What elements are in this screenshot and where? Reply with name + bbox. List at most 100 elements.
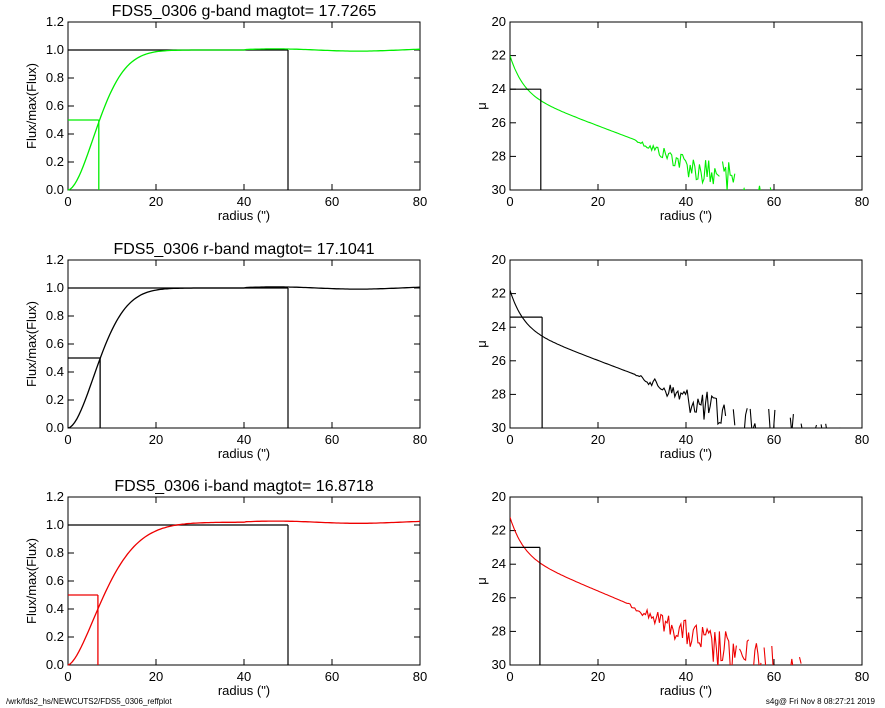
- y-axis-label: Flux/max(Flux): [24, 63, 39, 149]
- x-tick-label: 80: [855, 432, 869, 447]
- x-tick-label: 60: [325, 432, 339, 447]
- x-tick-label: 80: [855, 669, 869, 684]
- y-tick-label: 22: [492, 48, 506, 63]
- x-tick-label: 20: [149, 669, 163, 684]
- surface-brightness-line: [510, 290, 857, 433]
- x-tick-label: 80: [413, 669, 427, 684]
- x-tick-label: 20: [591, 194, 605, 209]
- y-axis-label: Flux/max(Flux): [24, 301, 39, 387]
- growth-curve-line: [67, 48, 421, 191]
- x-axis-label: radius ("): [660, 683, 712, 698]
- y-tick-label: 22: [492, 523, 506, 538]
- plot-frame: [509, 21, 863, 191]
- y-tick-label: 26: [492, 353, 506, 368]
- y-tick-label: 28: [492, 623, 506, 638]
- y-tick-label: 26: [492, 590, 506, 605]
- footer-file-path: /wrk/fds2_hs/NEWCUTS2/FDS5_0306_reffplot: [6, 697, 172, 706]
- x-tick-label: 40: [679, 432, 693, 447]
- x-tick-label: 20: [591, 432, 605, 447]
- x-tick-label: 40: [679, 669, 693, 684]
- x-axis-label: radius ("): [218, 683, 270, 698]
- y-tick-label: 24: [492, 556, 506, 571]
- y-tick-label: 20: [492, 489, 506, 504]
- x-tick-label: 40: [679, 194, 693, 209]
- y-tick-label: 0.8: [46, 308, 64, 323]
- x-tick-label: 80: [413, 432, 427, 447]
- y-tick-label: 0.4: [46, 126, 64, 141]
- panel-2-surface-brightness: 0 20 40 60 80 20 22 24 26 28 30 radius (") μ: [474, 14, 869, 223]
- y-tick-label: 30: [492, 182, 506, 197]
- y-tick-label: 1.2: [46, 252, 64, 267]
- plot-frame: [67, 21, 421, 191]
- panel-5-growth-curve: 0 20 40 60 80 0.0 0.2 0.4 0.6 0.8 1.0 1.2 radius (")…: [24, 478, 427, 698]
- x-tick-label: 20: [149, 194, 163, 209]
- y-tick-label: 0.0: [46, 182, 64, 197]
- x-tick-label: 0: [64, 669, 71, 684]
- x-tick-label: 0: [506, 194, 513, 209]
- x-tick-label: 0: [64, 194, 71, 209]
- y-axis-label: Flux/max(Flux): [24, 538, 39, 624]
- y-tick-label: 22: [492, 286, 506, 301]
- x-tick-label: 0: [506, 432, 513, 447]
- panel-title: FDS5_0306 i-band magtot= 16.8718: [114, 478, 373, 495]
- y-tick-label: 0.6: [46, 336, 64, 351]
- x-tick-label: 40: [237, 669, 251, 684]
- x-tick-label: 40: [237, 432, 251, 447]
- x-tick-label: 20: [591, 669, 605, 684]
- y-tick-label: 0.0: [46, 420, 64, 435]
- panel-1-growth-curve: 0 20 40 60 80 0.0 0.2 0.4 0.6 0.8 1.0 1.2 radius (")…: [24, 3, 427, 223]
- y-tick-label: 0.2: [46, 629, 64, 644]
- panel-6-surface-brightness: 0 20 40 60 80 20 22 24 26 28 30 radius (") μ: [474, 489, 869, 698]
- surface-brightness-line: [510, 55, 772, 190]
- x-tick-label: 0: [64, 432, 71, 447]
- y-tick-label: 1.2: [46, 489, 64, 504]
- x-tick-label: 0: [506, 669, 513, 684]
- x-tick-label: 60: [325, 194, 339, 209]
- y-tick-label: 28: [492, 386, 506, 401]
- plot-frame: [509, 259, 863, 429]
- x-tick-label: 20: [149, 432, 163, 447]
- y-tick-label: 1.2: [46, 14, 64, 29]
- y-tick-label: 0.4: [46, 364, 64, 379]
- x-axis-label: radius ("): [218, 446, 270, 461]
- x-tick-label: 60: [325, 669, 339, 684]
- x-tick-label: 80: [855, 194, 869, 209]
- x-tick-label: 60: [767, 669, 781, 684]
- y-tick-label: 0.6: [46, 573, 64, 588]
- y-tick-label: 26: [492, 115, 506, 130]
- x-tick-label: 60: [767, 194, 781, 209]
- y-tick-label: 0.4: [46, 601, 64, 616]
- panel-3-growth-curve: 0 20 40 60 80 0.0 0.2 0.4 0.6 0.8 1.0 1.2 radius (")…: [24, 241, 427, 461]
- x-tick-label: 80: [413, 194, 427, 209]
- y-tick-label: 1.0: [46, 280, 64, 295]
- y-axis-label: μ: [474, 340, 489, 348]
- y-tick-label: 20: [492, 252, 506, 267]
- x-axis-label: radius ("): [660, 446, 712, 461]
- y-axis-label: μ: [474, 102, 489, 110]
- panel-title: FDS5_0306 r-band magtot= 17.1041: [113, 241, 374, 258]
- x-tick-label: 40: [237, 194, 251, 209]
- y-tick-label: 24: [492, 319, 506, 334]
- y-tick-label: 0.6: [46, 98, 64, 113]
- y-tick-label: 0.0: [46, 657, 64, 672]
- y-tick-label: 1.0: [46, 517, 64, 532]
- growth-curve-line: [67, 286, 421, 429]
- x-axis-label: radius ("): [218, 208, 270, 223]
- growth-curve-line: [67, 520, 421, 666]
- y-axis-label: μ: [474, 577, 489, 585]
- panel-4-surface-brightness: 0 20 40 60 80 20 22 24 26 28 30 radius (") μ: [474, 252, 869, 461]
- y-tick-label: 20: [492, 14, 506, 29]
- y-tick-label: 24: [492, 81, 506, 96]
- y-tick-label: 0.2: [46, 392, 64, 407]
- plot-frame: [67, 259, 421, 429]
- footer-timestamp: s4g@ Fri Nov 8 08:27:21 2019: [765, 697, 875, 706]
- plot-frame: [509, 496, 863, 666]
- panel-title: FDS5_0306 g-band magtot= 17.7265: [112, 3, 377, 20]
- x-axis-label: radius ("): [660, 208, 712, 223]
- y-tick-label: 0.2: [46, 154, 64, 169]
- surface-brightness-line: [510, 517, 802, 665]
- y-tick-label: 0.8: [46, 70, 64, 85]
- y-tick-label: 28: [492, 148, 506, 163]
- x-tick-label: 60: [767, 432, 781, 447]
